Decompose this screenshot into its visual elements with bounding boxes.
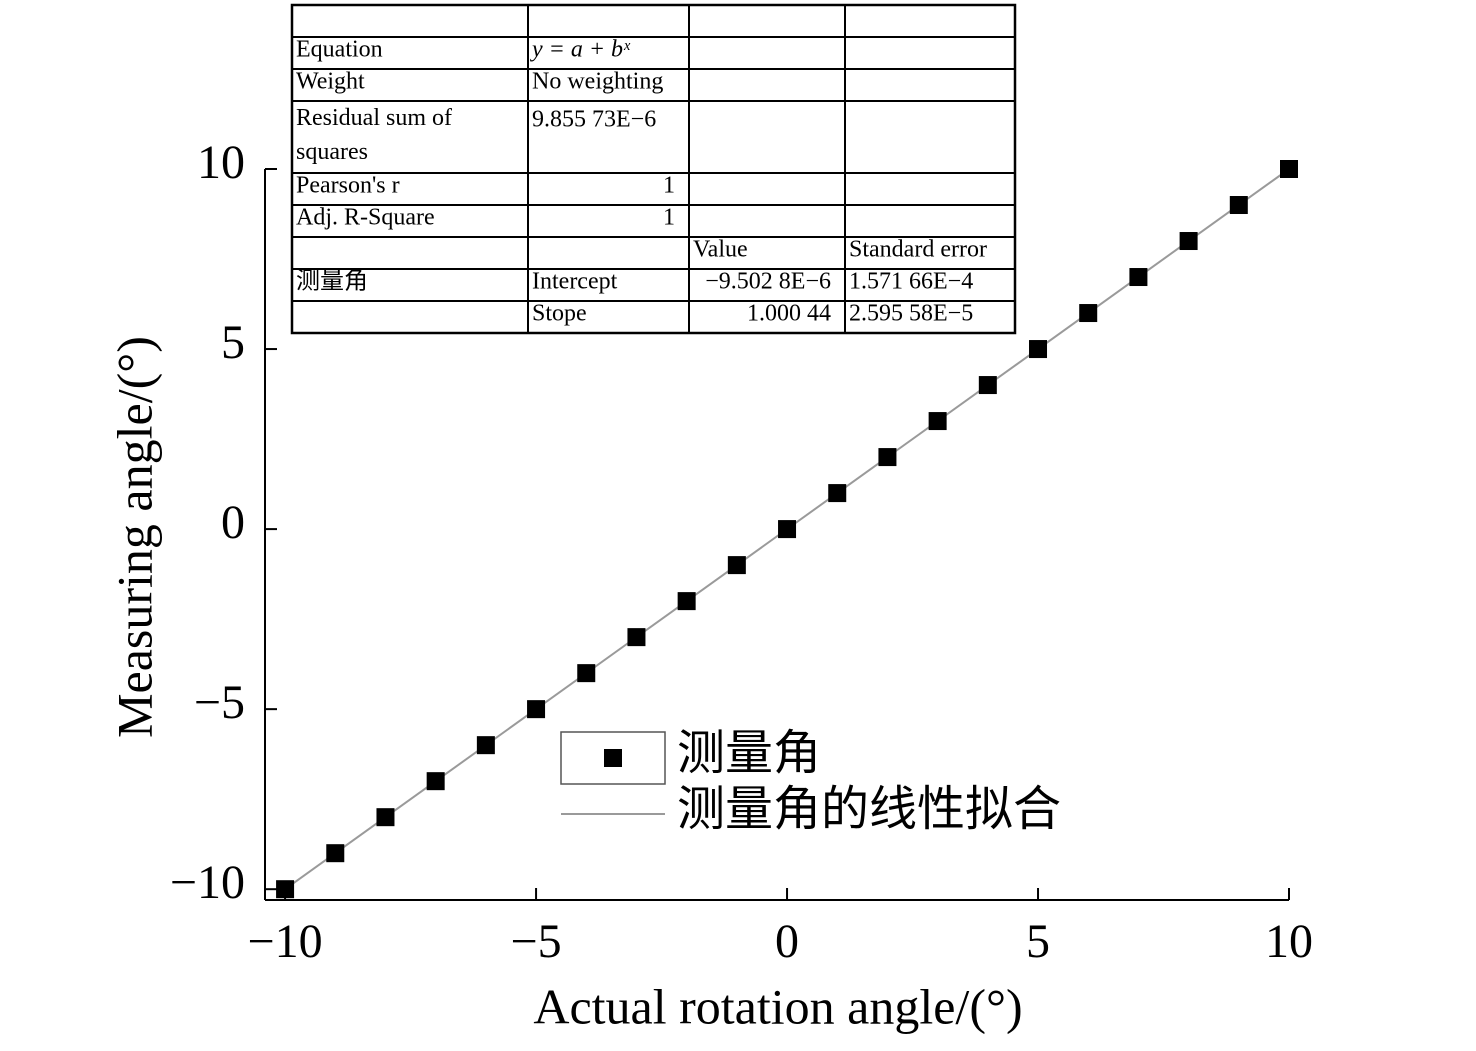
table-cell: Weight: [296, 69, 365, 95]
data-point: [376, 808, 395, 827]
data-point: [527, 700, 546, 719]
table-cell: Pearson's r: [296, 173, 400, 199]
table-cell: 测量角: [296, 268, 368, 295]
y-tick-label: 5: [221, 316, 245, 369]
y-tick-label: −10: [170, 856, 245, 909]
table-cell: Residual sum of squares: [296, 105, 452, 165]
table-cell: 1.000 44: [747, 301, 831, 327]
table-cell: Adj. R-Square: [296, 205, 435, 231]
data-point: [928, 412, 947, 431]
data-point: [828, 484, 847, 503]
x-tick-label: 5: [1026, 915, 1050, 968]
y-tick-label: −5: [194, 676, 245, 729]
data-point: [326, 844, 345, 863]
table-cell: 9.855 73E−6: [532, 107, 656, 133]
data-point: [1280, 160, 1298, 178]
x-tick-label: −5: [511, 915, 562, 968]
table-cell: 1: [663, 173, 675, 199]
table-cell: 1.571 66E−4: [849, 269, 973, 295]
table-cell: Value: [693, 237, 748, 263]
data-point: [1129, 268, 1148, 287]
y-tick-label: 0: [221, 496, 245, 549]
table-cell: y = a + bˣ: [530, 37, 631, 63]
data-point: [978, 376, 997, 395]
data-point: [778, 520, 797, 539]
legend-box: [560, 731, 666, 785]
table-cell: Equation: [296, 37, 383, 63]
legend-marker: [604, 749, 622, 767]
table-cell: −9.502 8E−6: [705, 269, 831, 295]
data-point: [476, 736, 495, 755]
data-point: [677, 592, 696, 611]
x-tick-label: 10: [1265, 915, 1313, 968]
legend-label: 测量角的线性拟合: [677, 781, 1061, 837]
x-tick-label: −10: [248, 915, 323, 968]
table-cell: 2.595 58E−5: [849, 301, 973, 327]
data-point: [426, 772, 445, 791]
x-tick-label: 0: [775, 915, 799, 968]
data-point: [276, 880, 295, 899]
table-bg: [290, 3, 1017, 335]
data-point: [878, 448, 897, 467]
table-cell: 1: [663, 205, 675, 231]
table-cell: No weighting: [532, 69, 663, 95]
data-point: [627, 628, 646, 647]
y-tick-label: 10: [197, 136, 245, 189]
data-point: [1179, 232, 1198, 251]
y-axis-title: Measuring angle/(°): [106, 336, 162, 738]
x-axis-title: Actual rotation angle/(°): [533, 978, 1022, 1034]
data-point: [1079, 304, 1098, 323]
data-point: [727, 556, 746, 575]
table-cell: Standard error: [849, 237, 987, 263]
data-point: [1029, 340, 1048, 359]
data-point: [1229, 196, 1248, 215]
data-point: [577, 664, 596, 683]
table-cell: Intercept: [532, 269, 618, 295]
table-cell: Stope: [532, 301, 587, 327]
legend-label: 测量角: [677, 725, 821, 781]
